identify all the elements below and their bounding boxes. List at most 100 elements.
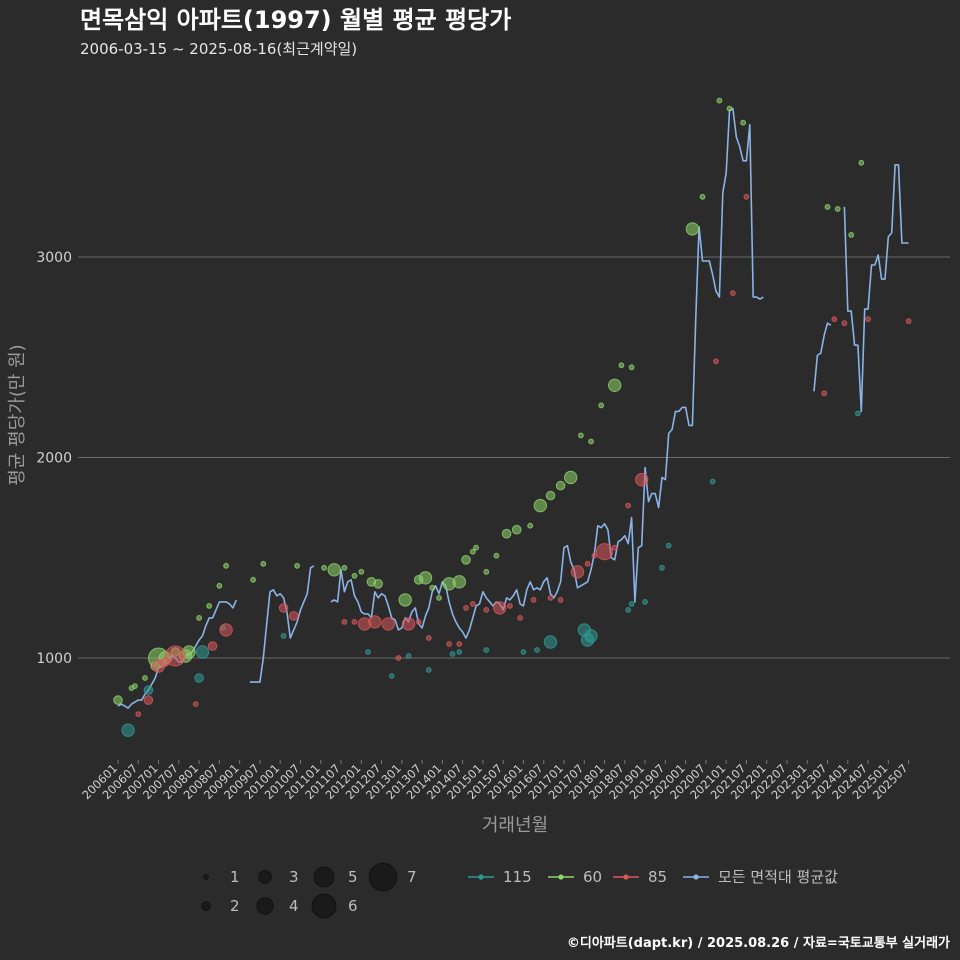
point-60-201102 [321, 564, 328, 571]
point-85-202010 [713, 358, 719, 365]
y-tick-2000: 2000 [36, 451, 72, 467]
point-60-201806 [618, 362, 625, 369]
point-115-200604 [121, 723, 135, 737]
point-60-201612 [555, 480, 566, 491]
size-legend-label-5: 5 [348, 868, 358, 886]
point-85-201801 [595, 543, 614, 561]
point-115-200802 [195, 645, 210, 659]
point-60-202003 [685, 222, 700, 236]
point-85-201804 [611, 544, 618, 551]
y-tick-1000: 1000 [36, 651, 72, 667]
point-85-201705 [570, 565, 585, 579]
point-85-200706 [164, 645, 186, 667]
point-60-201105 [327, 563, 341, 577]
point-115-201809 [628, 601, 635, 607]
point-60-202106 [740, 119, 746, 126]
point-85-201408 [463, 605, 469, 611]
point-85-201512 [517, 615, 523, 621]
size-legend: 1 2 3 4 5 6 7 [201, 862, 417, 919]
point-115-200610 [143, 685, 154, 695]
size-legend-marker-4 [256, 897, 274, 915]
point-60-201606 [533, 498, 547, 513]
size-legend-label-6: 6 [348, 897, 358, 915]
size-legend-label-4: 4 [289, 897, 299, 915]
point-60-200807 [216, 582, 223, 589]
point-60-201703 [564, 470, 578, 485]
point-85-202507 [905, 318, 912, 325]
point-60-201809 [628, 364, 635, 371]
point-60-202310 [834, 206, 841, 212]
point-60-201502 [483, 568, 490, 575]
point-85-201406 [456, 641, 463, 647]
size-legend-marker-6 [311, 893, 337, 919]
point-85-200712 [192, 701, 199, 707]
point-85-202107 [743, 193, 750, 200]
legend-label-85: 85 [648, 868, 667, 886]
legend-marker-85 [623, 874, 629, 880]
x-axis-label: 거래년월 [482, 815, 548, 836]
size-legend-marker-1 [203, 874, 209, 880]
point-60-201511 [511, 524, 522, 535]
legend-marker-60 [558, 874, 564, 880]
point-60-201206 [373, 579, 384, 589]
size-legend-marker-5 [313, 866, 335, 888]
point-115-201609 [543, 635, 558, 649]
legend-label-115: 115 [503, 868, 532, 886]
point-85-201509 [507, 603, 513, 609]
point-60-201603 [527, 522, 534, 529]
point-115-201502 [483, 647, 490, 653]
point-115-201309 [425, 667, 432, 673]
point-60-201706 [578, 432, 584, 439]
average-line-segment-4 [813, 322, 832, 392]
point-85-201209 [381, 617, 395, 631]
color-legend: 115 60 85 모든 면적대 평균값 [468, 868, 838, 886]
y-tick-3000: 3000 [36, 250, 72, 266]
size-legend-label-2: 2 [230, 897, 240, 915]
point-60-200606 [132, 683, 138, 689]
point-115-201908 [665, 542, 672, 549]
point-60-201712 [598, 402, 605, 409]
point-60-200804 [206, 603, 213, 609]
point-60-202402 [848, 232, 855, 238]
point-85-201309 [425, 635, 432, 641]
point-85-202312 [841, 320, 848, 327]
point-115-202009 [709, 478, 716, 485]
point-85-201303 [401, 617, 416, 631]
point-85-201205 [368, 615, 382, 629]
point-85-201506 [493, 601, 507, 615]
size-legend-marker-7 [368, 862, 398, 892]
gridlines [78, 256, 950, 659]
point-85-201808 [625, 502, 632, 509]
legend-label-60: 60 [583, 868, 602, 886]
point-85-201502 [483, 607, 490, 613]
point-85-201002 [278, 603, 289, 613]
point-60-201302 [398, 593, 412, 607]
point-85-200607 [135, 711, 142, 717]
size-legend-marker-2 [201, 901, 211, 911]
caption: ©디아파트(dapt.kr) / 2025.08.26 / 자료=국토교통부 실… [567, 935, 950, 951]
point-85-200809 [219, 623, 233, 637]
point-115-201901 [642, 599, 648, 605]
size-legend-label-3: 3 [289, 868, 299, 886]
average-line-segment-5 [843, 164, 909, 413]
point-115-201303 [405, 653, 412, 659]
point-60-201108 [341, 564, 348, 571]
point-60-202307 [824, 204, 831, 210]
point-85-201108 [341, 619, 348, 625]
point-60-202405 [858, 159, 865, 166]
point-60-200601 [113, 695, 123, 705]
point-115-200801 [194, 673, 204, 683]
point-85-201410 [469, 601, 476, 607]
point-60-201410 [469, 548, 476, 555]
point-60-201609 [545, 490, 556, 501]
point-115-201203 [365, 649, 371, 655]
point-85-201710 [591, 552, 598, 559]
point-60-200801 [196, 615, 203, 621]
point-85-201609 [547, 595, 554, 601]
point-85-201612 [557, 597, 564, 603]
legend-marker-115 [478, 874, 484, 880]
chart-title: 면목삼익 아파트(1997) 월별 평균 평당가 [80, 6, 511, 34]
point-85-201708 [584, 560, 591, 567]
